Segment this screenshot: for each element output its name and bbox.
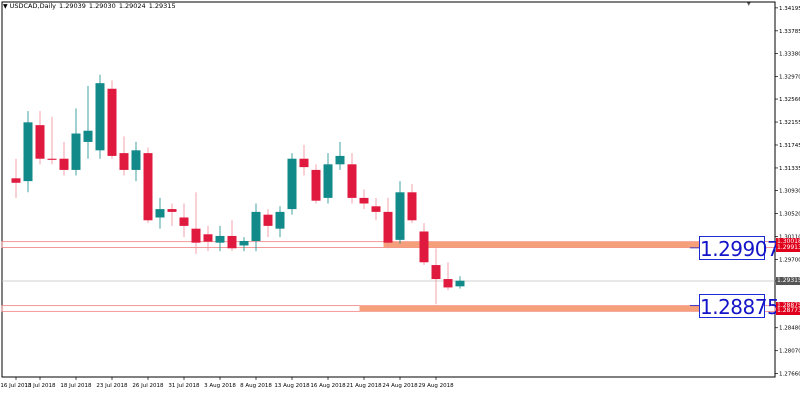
plot-frame (1, 1, 776, 378)
x-tick-label: 16 Aug 2018 (310, 383, 346, 389)
y-tick-label: 1.34195 (779, 6, 800, 12)
y-tick-label: 1.32970 (779, 74, 800, 80)
candle-body (215, 235, 225, 243)
x-tick-label: 21 Aug 2018 (346, 383, 382, 389)
candle-body (431, 265, 441, 280)
price-tag-lower-bottom: 1.28773 (776, 307, 800, 316)
low-value: 1.29024 (118, 2, 146, 10)
x-tick-label: 18 Jul 2018 (60, 383, 92, 389)
y-tick-label: 1.28070 (779, 349, 800, 355)
y-axis: 1.34195 1.33785 1.33380 1.32970 1.32566 1.321… (775, 6, 800, 378)
candle-body (443, 279, 453, 288)
y-tick-label: 1.30520 (779, 212, 800, 218)
y-tick-label: 1.32155 (779, 120, 800, 126)
y-tick-label: 1.31335 (779, 166, 800, 172)
x-tick-label: 8 Aug 2018 (240, 383, 272, 389)
candle-body (299, 158, 309, 168)
candle-body (263, 214, 273, 226)
y-tick-label: 1.28480 (779, 326, 800, 332)
candle-body (395, 192, 405, 240)
close-value: 1.29315 (148, 2, 176, 10)
zone-fill-lower (359, 305, 700, 312)
candle-body (335, 155, 345, 165)
y-tick-label: 1.29700 (779, 257, 800, 263)
x-tick-label: 23 Jul 2018 (96, 383, 128, 389)
candle-body (83, 130, 93, 142)
x-tick-label: 13 Jul 2018 (24, 383, 56, 389)
candle-body (23, 122, 33, 182)
y-tick-label: 1.30930 (779, 189, 800, 195)
x-tick-label: 29 Aug 2018 (418, 383, 454, 389)
candle-body (143, 153, 153, 221)
candle-body (455, 280, 465, 287)
candle-body (227, 235, 237, 249)
y-tick-label: 1.27660 (779, 372, 800, 378)
candle-body (203, 234, 213, 242)
y-tick-label: 1.32566 (779, 97, 800, 103)
x-tick-label: 31 Jul 2018 (168, 383, 200, 389)
chart-header: ▼ USDCAD,Daily 1.29039 1.29030 1.29024 1.2931… (3, 2, 179, 10)
upper-level-label[interactable]: 1.29907 (699, 235, 780, 261)
candle-body (323, 164, 333, 198)
candles (11, 74, 465, 305)
candle-body (347, 164, 357, 198)
candle-body (167, 209, 177, 212)
x-tick-label: 16 Jul 2018 (0, 383, 32, 389)
candle-body (11, 178, 21, 183)
candle-body (191, 228, 201, 243)
candle-body (131, 150, 141, 170)
x-tick-label: 24 Aug 2018 (382, 383, 418, 389)
candle-body (371, 206, 381, 212)
candle-body (311, 169, 321, 201)
zone-fill-upper (383, 241, 700, 248)
price-tag-upper-top: 1.30018 (776, 237, 800, 246)
price-tag-current: 1.29315 (776, 277, 800, 285)
open-value: 1.29039 (59, 2, 86, 10)
x-tick-label: 3 Aug 2018 (204, 383, 236, 389)
y-tick-label: 1.33380 (779, 51, 800, 57)
candle-body (383, 211, 393, 243)
symbol-label: USDCAD,Daily (9, 2, 57, 10)
candle-body (119, 153, 129, 170)
candle-body (95, 83, 105, 151)
high-value: 1.29030 (88, 2, 116, 10)
candle-body (287, 158, 297, 210)
y-tick-label: 1.31745 (779, 143, 800, 149)
x-tick-label: 26 Jul 2018 (132, 383, 164, 389)
candle-body (35, 125, 45, 159)
y-tick-label: 1.33785 (779, 29, 800, 35)
candle-body (407, 192, 417, 221)
candle-body (179, 217, 189, 226)
candle-body (59, 158, 69, 170)
triangle-down-icon[interactable]: ▼ (3, 3, 8, 10)
candle-body (239, 240, 249, 246)
candle-body (47, 158, 57, 160)
candle-body (155, 209, 165, 218)
candle-body (251, 211, 261, 241)
price-tag-upper-bottom: 1.29913 (776, 243, 800, 252)
candle-body (71, 133, 81, 170)
caret-up-icon[interactable]: ▾ (747, 0, 751, 8)
y-tick-label: 1.30110 (779, 235, 800, 241)
lower-level-label[interactable]: 1.28875 (699, 293, 780, 319)
x-tick-label: 13 Aug 2018 (274, 383, 310, 389)
candle-body (419, 231, 429, 263)
candle-body (107, 88, 117, 156)
candle-body (275, 211, 285, 229)
candle-body (359, 197, 369, 204)
price-tag-lower-top: 1.28875 (776, 301, 800, 310)
